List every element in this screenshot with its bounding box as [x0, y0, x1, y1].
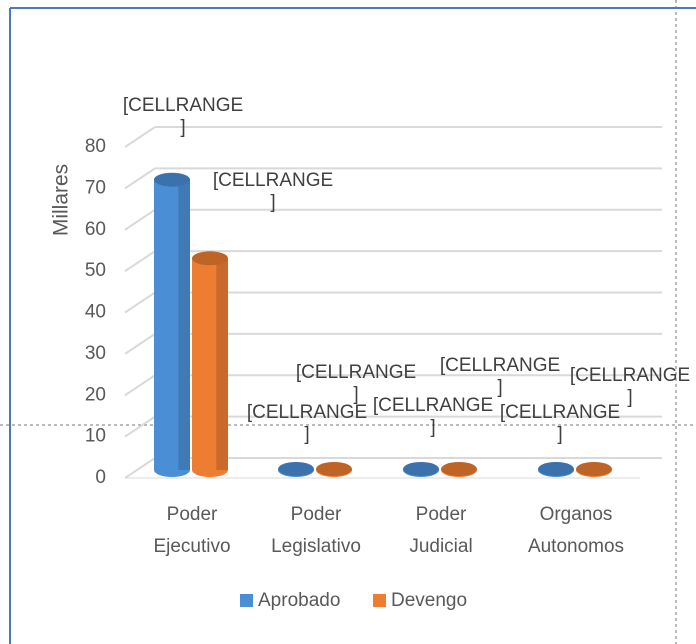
- grid-line-side: [124, 374, 156, 397]
- bar-top: [441, 462, 477, 476]
- bar: [441, 462, 477, 477]
- y-tick-label: 0: [95, 467, 106, 488]
- x-tick-label: Poder Legislativo: [271, 504, 361, 557]
- y-tick-label: 50: [85, 260, 106, 281]
- bar-shade: [216, 258, 228, 470]
- data-label: [CELLRANGE ]: [246, 402, 368, 445]
- legend-label: Devengo: [391, 590, 467, 611]
- y-tick-label: 10: [85, 426, 106, 447]
- y-tick-label: 60: [85, 219, 106, 240]
- legend-swatch: [373, 594, 386, 607]
- y-tick-label: 80: [85, 136, 106, 157]
- x-tick-label: Organos Autonomos: [528, 504, 624, 557]
- y-tick-label: 30: [85, 343, 106, 364]
- grid-line-side: [124, 333, 156, 355]
- bar: [316, 462, 352, 477]
- data-label: [CELLRANGE ]: [295, 362, 417, 405]
- x-tick-label: Poder Ejecutivo: [153, 504, 230, 557]
- legend-label: Aprobado: [258, 590, 340, 611]
- bar-top: [278, 462, 314, 476]
- bar-shade: [178, 179, 190, 470]
- data-label: [CELLRANGE ]: [499, 402, 621, 445]
- y-tick-label: 40: [85, 302, 106, 323]
- grid-line-side: [124, 250, 156, 272]
- data-label: [CELLRANGE ]: [122, 95, 244, 138]
- data-label: [CELLRANGE ]: [212, 170, 334, 213]
- grid-line-side: [124, 457, 156, 479]
- bar-top: [403, 462, 439, 476]
- bar: [278, 462, 314, 477]
- grid-line-side: [124, 208, 156, 231]
- bar-top: [154, 172, 190, 187]
- data-label: [CELLRANGE ]: [372, 395, 494, 438]
- bar: [538, 462, 574, 477]
- x-tick-label: Poder Judicial: [409, 504, 472, 557]
- bar-top: [538, 462, 574, 476]
- bar-top: [192, 251, 228, 266]
- data-label: [CELLRANGE ]: [439, 355, 561, 398]
- y-tick-label: 70: [85, 177, 106, 198]
- bar-top: [316, 462, 352, 476]
- legend-swatch: [240, 594, 253, 607]
- y-axis-title: Millares: [50, 164, 73, 236]
- bar: [576, 462, 612, 477]
- y-tick-label: 20: [85, 384, 106, 405]
- grid-line-side: [124, 126, 156, 148]
- grid-line-side: [124, 415, 156, 438]
- data-label: [CELLRANGE ]: [569, 365, 691, 408]
- bar: [192, 251, 228, 477]
- bar-top: [576, 462, 612, 476]
- grid-line-side: [124, 291, 156, 314]
- bar: [154, 172, 190, 477]
- bar: [403, 462, 439, 477]
- grid-line-side: [124, 167, 156, 190]
